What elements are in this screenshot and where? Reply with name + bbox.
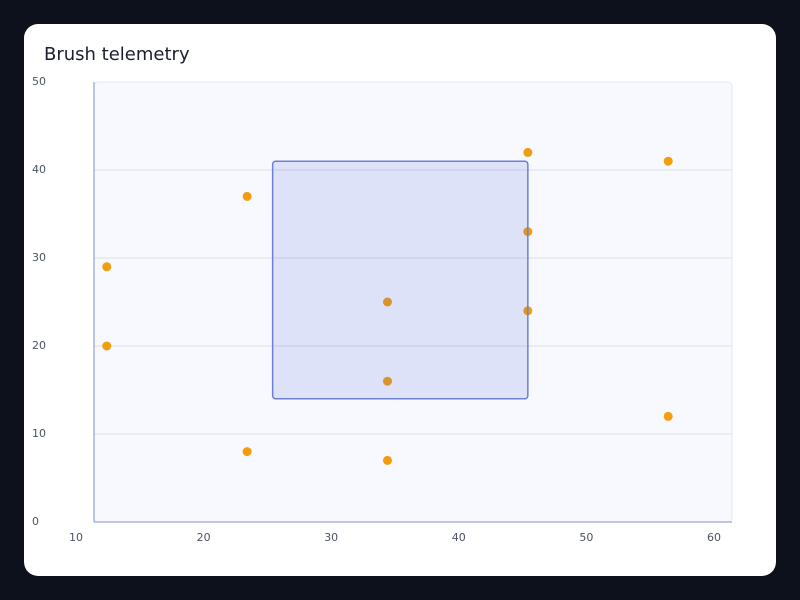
point — [663, 411, 673, 421]
point — [102, 262, 112, 272]
point — [663, 156, 673, 166]
point — [242, 191, 252, 201]
x-tick-label: 40 — [452, 531, 466, 544]
chart-title: Brush telemetry — [44, 44, 190, 65]
y-tick-label: 30 — [32, 251, 46, 264]
point — [382, 376, 392, 386]
point — [242, 447, 252, 457]
y-tick-label: 0 — [32, 515, 39, 528]
y-tick-label: 40 — [32, 163, 46, 176]
y-tick-label: 20 — [32, 339, 46, 352]
x-tick-label: 30 — [324, 531, 338, 544]
point — [382, 455, 392, 465]
x-tick-label: 20 — [197, 531, 211, 544]
point — [523, 147, 533, 157]
y-tick-label: 50 — [32, 75, 46, 88]
x-tick-label: 60 — [707, 531, 721, 544]
y-tick-label: 10 — [32, 427, 46, 440]
x-tick-label: 10 — [69, 531, 83, 544]
x-tick-label: 50 — [579, 531, 593, 544]
point — [382, 297, 392, 307]
brush — [271, 160, 529, 400]
point — [102, 341, 112, 351]
